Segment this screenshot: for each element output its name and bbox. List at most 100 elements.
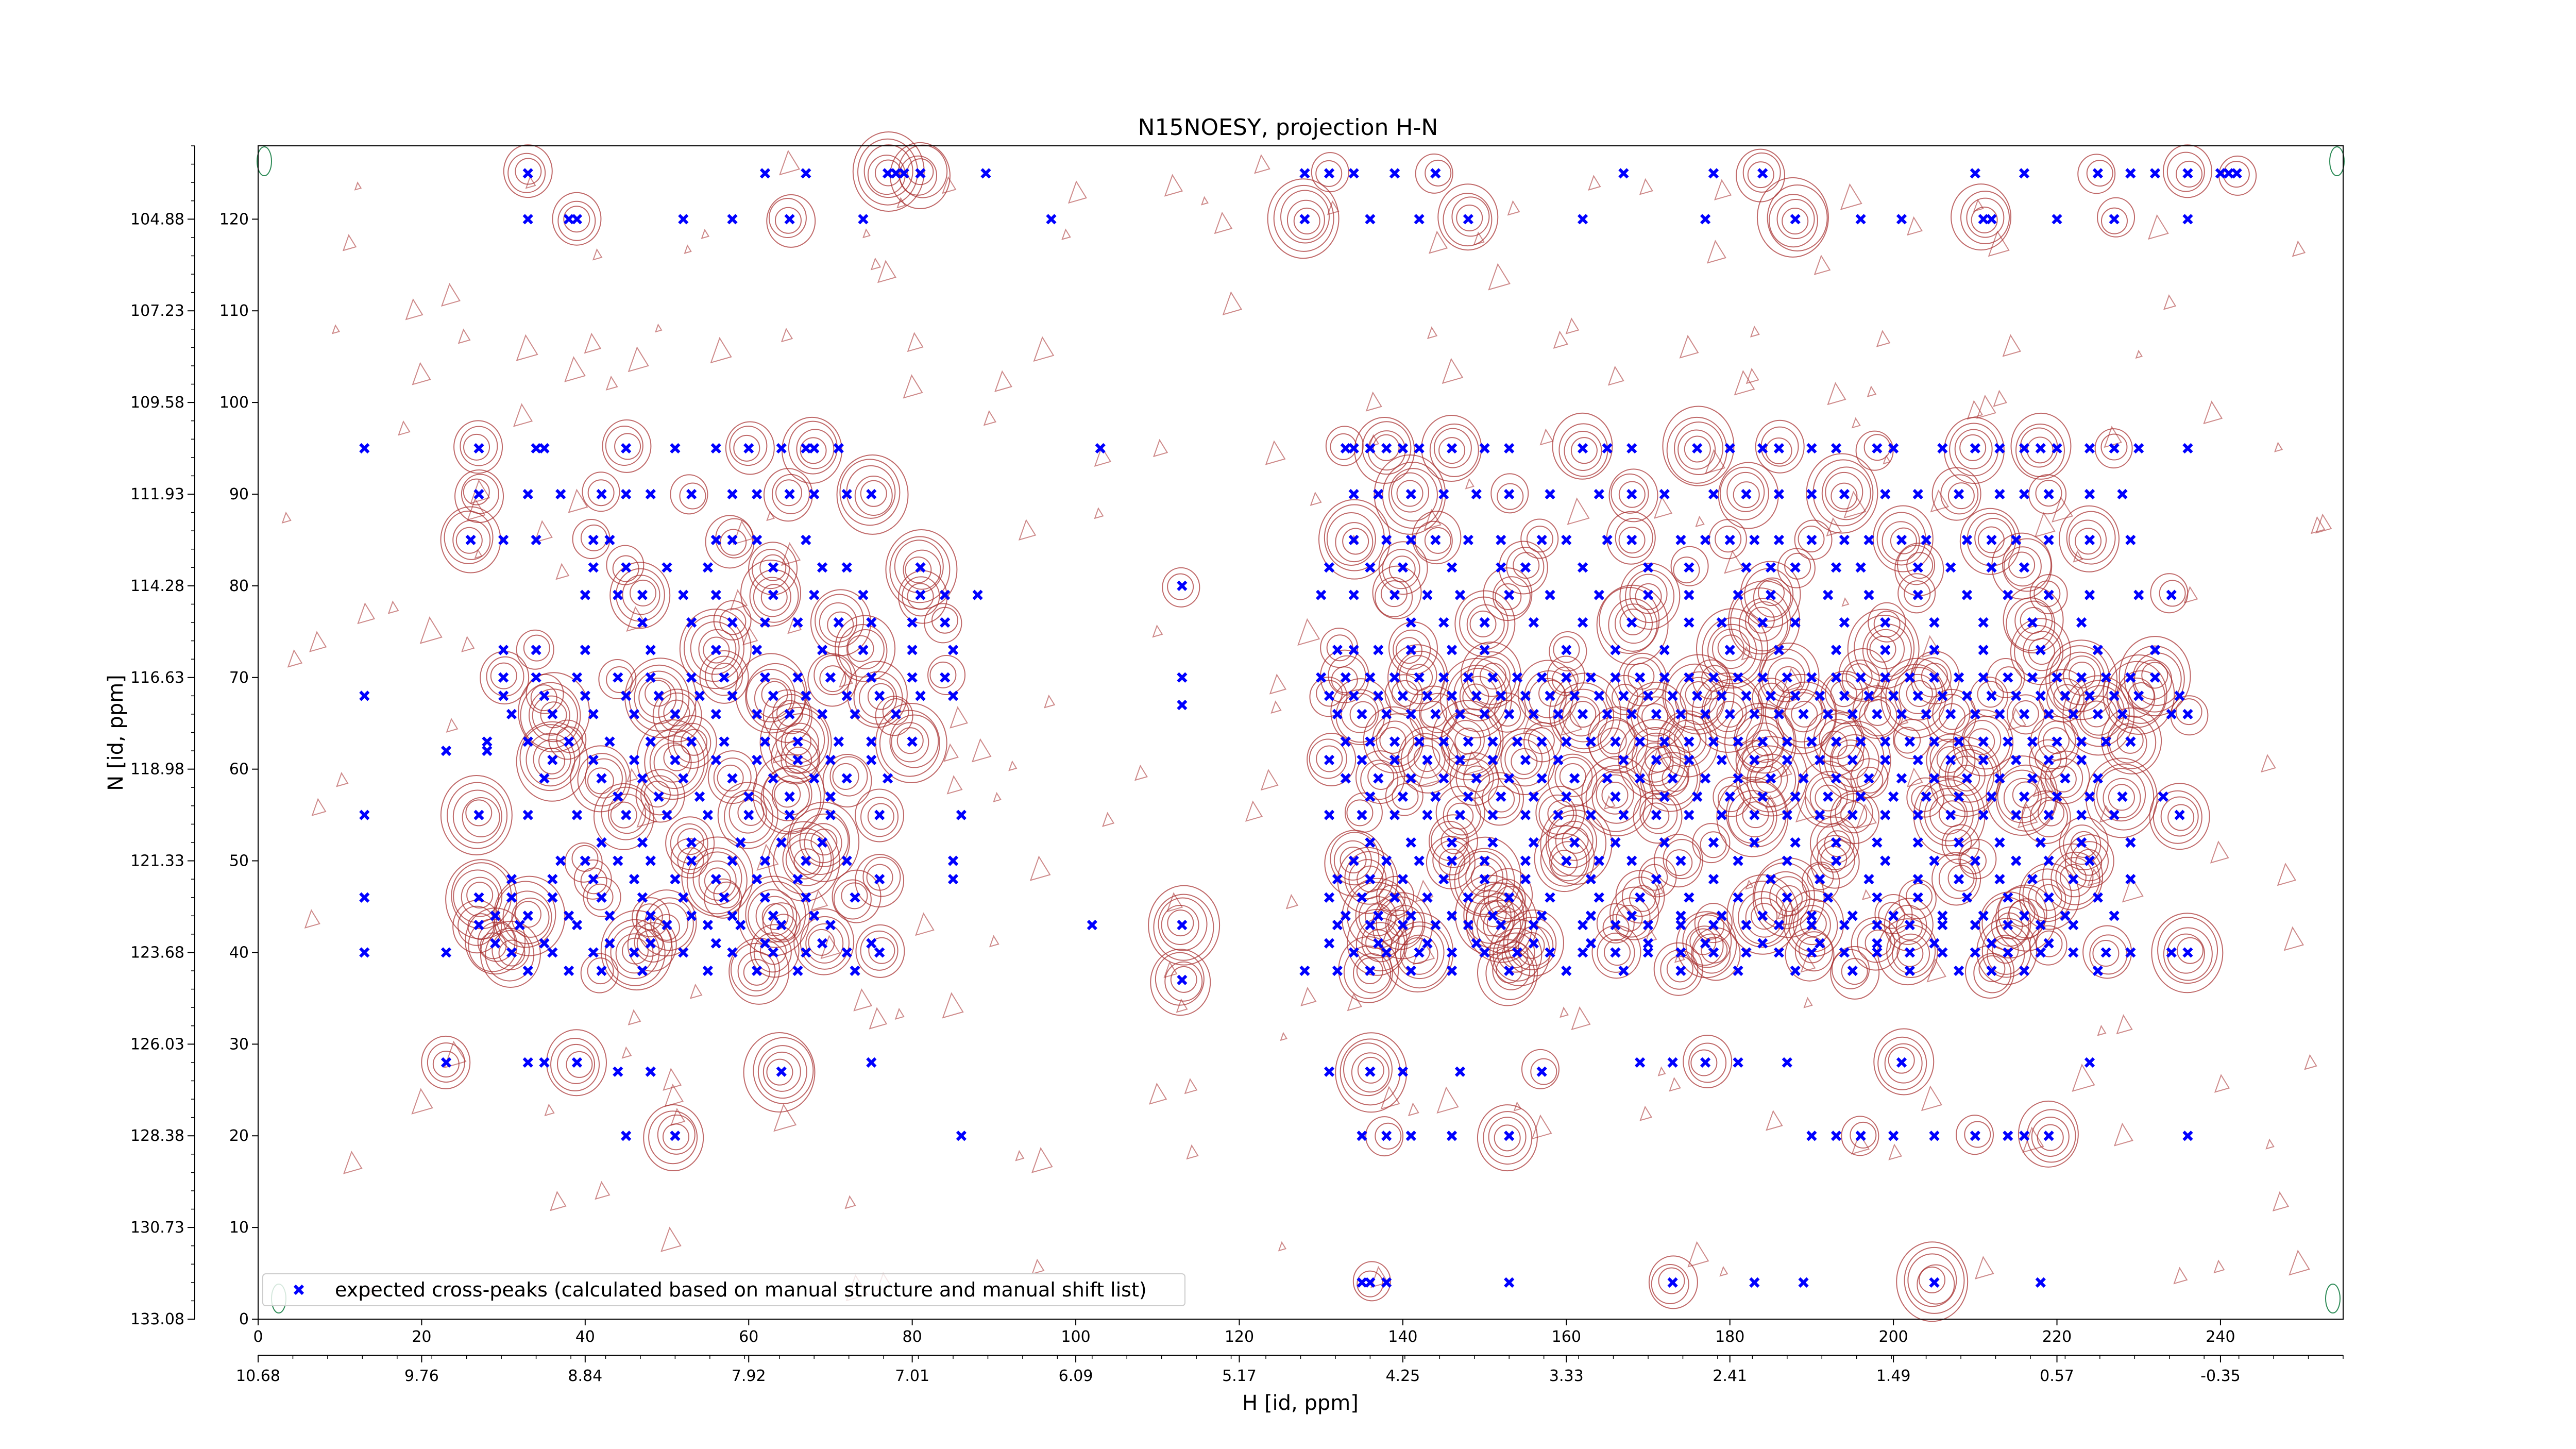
cross-peak-point [1635,736,1646,747]
contour-ring [1407,738,1446,779]
noise-contour [903,374,923,399]
noise-contour [525,176,536,189]
contour-ring [587,957,614,985]
cross-peak-point [1642,919,1654,931]
cross-peak-point [801,947,811,958]
contour-ring [1608,468,1658,523]
cross-peak-point [1381,443,1392,454]
cross-peak-point [1332,709,1343,720]
noise-contour [2265,1138,2275,1150]
cross-peak-point [1487,736,1498,747]
cross-peak-point [1602,534,1613,546]
contour-ring [1856,766,1884,794]
noise-contour [663,1068,682,1091]
cross-peak-point [1978,736,1989,747]
contour-ring [1521,1049,1560,1089]
contour-ring [580,953,619,993]
contour-ring [1153,894,1214,961]
cross-peak-point [1888,1131,1899,1141]
contour-ring [1554,756,1593,797]
contour-ring [526,733,575,787]
cross-peak-point [662,919,672,931]
noise-contour [684,244,692,254]
cross-peak-point [719,736,730,747]
cross-peak-point [522,965,533,976]
contour-ring [601,786,651,840]
cross-peak-point [1340,736,1351,747]
cross-peak-point [1888,911,1899,921]
cross-peak-point [2076,837,2087,848]
contour-ring [1809,816,1859,870]
cross-peak-point [686,617,697,628]
cross-peak-point [1357,810,1367,820]
cross-peak-point [2125,534,2136,546]
contour-ring [670,474,708,515]
noise-contour [628,346,649,373]
contour-ring [738,875,810,956]
noise-contour [2072,1064,2095,1092]
cross-peak-point [2076,810,2087,820]
cross-peak-point [1454,754,1466,765]
cross-peak-point [2011,855,2022,866]
noise-contour [1031,1258,1045,1275]
cross-peak-point [1365,1066,1376,1077]
cross-peak-point [792,965,803,976]
cross-peak-point [817,709,828,720]
cross-peak-point [1708,488,1719,500]
contour-ring [440,774,513,855]
cross-peak-point [1929,617,1940,628]
cross-peak-point [2149,168,2161,179]
contour-ring [1968,728,1995,755]
contour-ring [550,1038,600,1092]
contour-ring [832,763,859,790]
noise-contour [2035,512,2056,538]
contour-ring [552,192,602,246]
contour-ring [1724,702,1797,783]
cross-peak-point [547,754,558,765]
noise-contour [2261,754,2276,773]
contour-ring [860,480,887,507]
noise-contour [1734,370,1755,396]
cross-peak-point [1446,965,1458,976]
cross-peak-point [1389,892,1400,903]
negative-contour [2325,1284,2341,1313]
contour-ring [1581,756,1654,837]
cross-peak-point [768,690,778,701]
cross-peak-point [1708,919,1719,931]
contour-ring [1616,904,1643,932]
contour-ring [728,937,790,1005]
contour-ring [1495,583,1522,610]
cross-peak-point [1422,690,1433,701]
cross-peak-point [735,837,746,848]
cross-peak-point [1937,919,1948,931]
cross-peak-point [759,672,771,683]
cross-peak-point [1365,965,1376,976]
cross-peak-point [1332,645,1343,655]
contour-ring [1507,917,1557,971]
cross-peak-point [1381,947,1392,958]
contour-ring [1906,680,1933,707]
contour-ring [1633,790,1683,844]
noise-contour [281,511,292,524]
cross-peak-point [792,754,803,765]
cross-peak-point [1823,791,1834,802]
noise-contour [1973,198,1984,212]
cross-peak-point [1945,810,1956,820]
cross-peak-point [637,589,648,600]
noise-contour [2203,400,2223,425]
contour-ring [1775,681,1836,749]
y-axis-label: N [id, ppm] [104,675,128,791]
cross-peak-point [1577,443,1588,454]
cross-peak-point [784,810,795,820]
cross-peak-point [702,919,714,931]
cross-peak-point [1823,589,1834,600]
contour-ring [889,714,939,768]
contour-ring [1850,1121,1877,1149]
cross-peak-point [1528,617,1539,628]
contour-ring [1794,931,1833,972]
contour-ring [1482,778,1520,819]
cross-peak-point [2100,736,2111,747]
cross-peak-point [563,736,574,747]
cross-peak-point [1414,672,1425,683]
cross-peak-point [1397,1066,1409,1077]
